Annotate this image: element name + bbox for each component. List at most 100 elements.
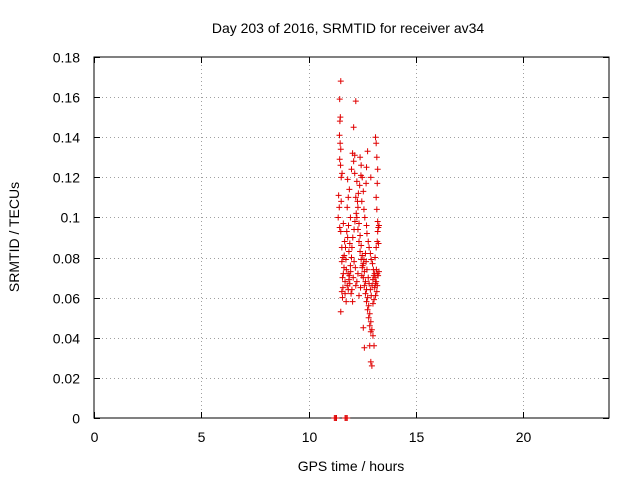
data-point [369, 276, 376, 283]
data-point [373, 154, 380, 161]
data-point [344, 176, 351, 183]
data-point [374, 218, 381, 225]
data-point [362, 278, 369, 285]
data-point [337, 308, 344, 315]
data-point [339, 170, 346, 177]
data-point [354, 270, 361, 277]
data-point [375, 222, 382, 229]
data-point [369, 300, 376, 307]
y-axis-label: SRMTID / TECUs [6, 182, 22, 292]
data-point [348, 166, 355, 173]
y-tick-label: 0.08 [53, 251, 80, 267]
data-point [341, 252, 348, 259]
data-point [373, 244, 380, 251]
data-point [363, 222, 370, 229]
data-point [348, 254, 355, 261]
data-point [353, 178, 360, 185]
data-point [336, 156, 343, 163]
y-tick-label: 0.06 [53, 291, 80, 307]
data-point [373, 194, 380, 201]
data-point [335, 192, 342, 199]
data-point [348, 244, 355, 251]
data-point [360, 188, 367, 195]
data-point [357, 154, 364, 161]
data-point [366, 244, 373, 251]
data-point [372, 254, 379, 261]
data-point [355, 190, 362, 197]
data-point [352, 194, 359, 201]
grid [94, 57, 609, 418]
data-point [356, 238, 363, 245]
data-point [365, 274, 372, 281]
data-point [337, 146, 344, 153]
data-point [374, 180, 381, 187]
data-point [358, 272, 365, 279]
data-point [353, 278, 360, 285]
y-tick-label: 0.16 [53, 90, 80, 106]
data-point [363, 164, 370, 171]
data-point [348, 290, 355, 297]
x-tick-label: 5 [198, 429, 206, 445]
data-point [365, 314, 372, 321]
data-point [367, 286, 374, 293]
data-point [351, 170, 358, 177]
data-point [371, 342, 378, 349]
data-point [363, 180, 370, 187]
data-point [341, 238, 348, 245]
data-point [342, 290, 349, 297]
data-point [363, 258, 370, 265]
data-point [349, 234, 356, 241]
data-point [336, 118, 343, 125]
x-tick-label: 10 [302, 429, 318, 445]
data-point [343, 228, 350, 235]
axis-tick-labels: 0 5 10 15 20 0 0.02 0.04 0.06 0.08 0.1 0.12 0.14 0.16… [53, 50, 532, 446]
data-point [368, 256, 375, 263]
data-point [359, 262, 366, 269]
data-point [340, 220, 347, 227]
y-tick-label: 0.14 [53, 130, 80, 146]
data-point [361, 344, 368, 351]
y-tick-label: 0.1 [61, 210, 81, 226]
x-tick-label: 15 [409, 429, 425, 445]
chart-title: Day 203 of 2016, SRMTID for receiver av3… [212, 20, 485, 36]
data-point [361, 214, 368, 221]
data-point [345, 194, 352, 201]
y-tick-label: 0.18 [53, 50, 80, 66]
y-tick-label: 0.04 [53, 331, 80, 347]
data-point [363, 266, 370, 273]
data-point [350, 158, 357, 165]
data-point [375, 240, 382, 247]
data-point [347, 262, 354, 269]
data-point [350, 124, 357, 131]
x-axis-label: GPS time / hours [298, 458, 405, 474]
data-point [356, 182, 363, 189]
data-point [336, 204, 343, 211]
data-point [363, 298, 370, 305]
data-point [363, 230, 370, 237]
data-point [357, 248, 364, 255]
data-point [364, 294, 371, 301]
x-tick-label: 20 [516, 429, 532, 445]
data-point [339, 284, 346, 291]
data-point [352, 264, 359, 271]
data-point [335, 214, 342, 221]
data-point [343, 298, 350, 305]
data-point [373, 140, 380, 147]
data-point [366, 322, 373, 329]
data-point [351, 218, 358, 225]
data-point [344, 415, 351, 421]
data-point [337, 78, 344, 85]
plot-frame [93, 56, 610, 419]
data-point [365, 238, 372, 245]
data-point [375, 268, 382, 275]
data-point [358, 242, 365, 249]
data-point [353, 214, 360, 221]
data-point [366, 310, 373, 317]
data-point [372, 134, 379, 141]
data-point [375, 272, 382, 279]
y-tick-label: 0.02 [53, 371, 80, 387]
data-point [374, 166, 381, 173]
data-point [356, 292, 363, 299]
data-point [348, 286, 355, 293]
